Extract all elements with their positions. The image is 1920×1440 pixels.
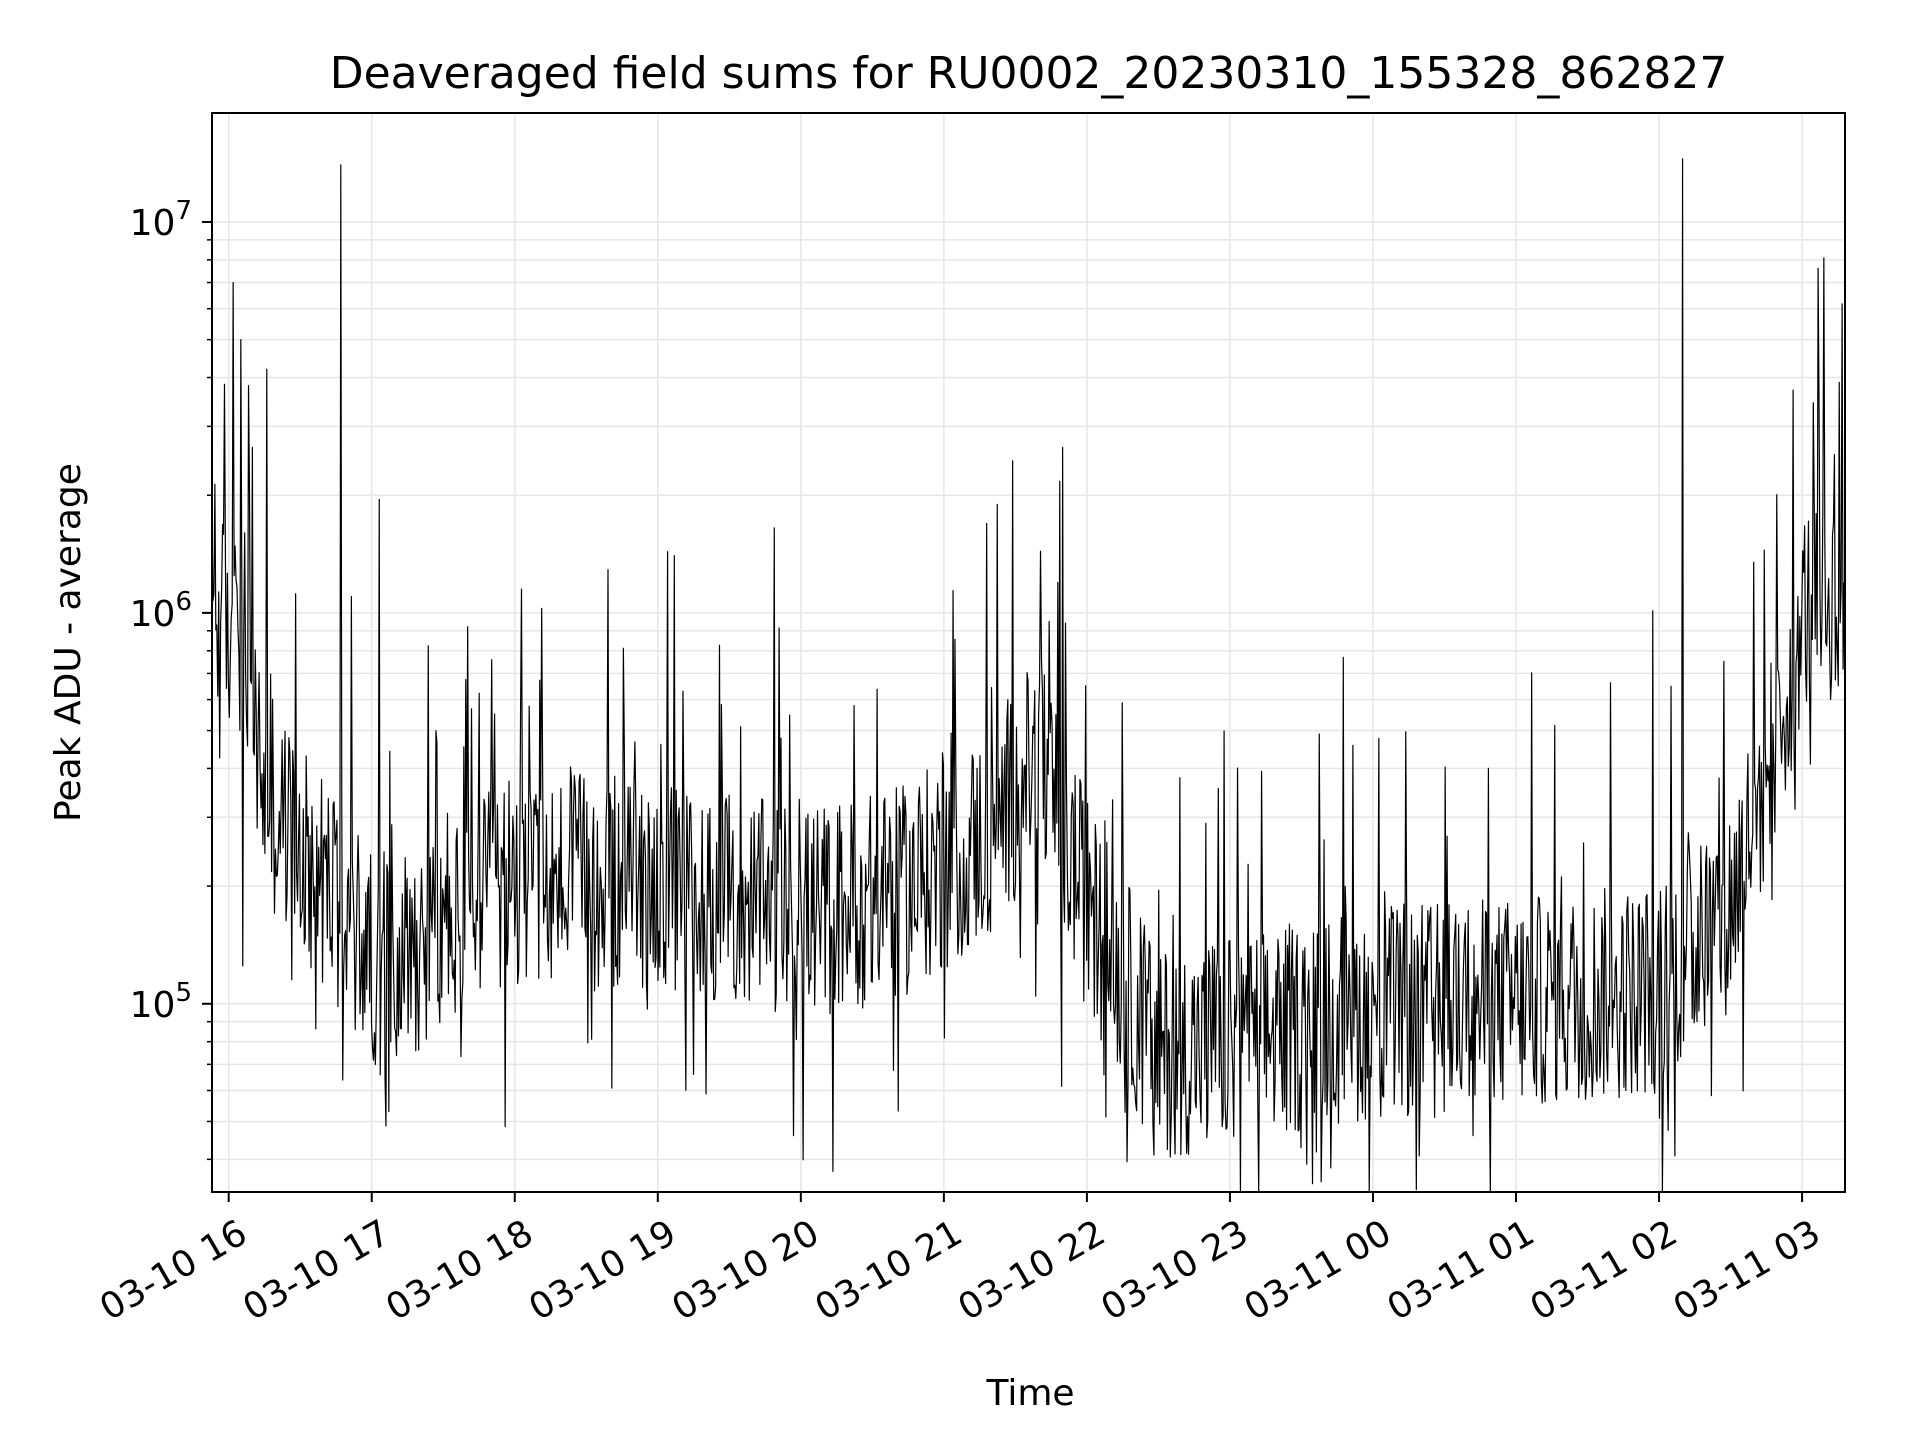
y-tick-label: 106: [130, 587, 192, 635]
y-axis: 105 106 107: [130, 196, 212, 1161]
axes-frame: [211, 112, 1846, 1193]
series-line: [211, 158, 1846, 1193]
y-tick-label: 107: [130, 196, 192, 244]
y-tick-label: 105: [130, 978, 192, 1026]
grid: [212, 113, 1845, 1192]
plot-area: [211, 158, 1846, 1193]
chart-title: Deaveraged field sums for RU0002_2023031…: [330, 48, 1728, 99]
y-axis-label: Peak ADU - average: [48, 463, 89, 822]
x-axis-label: Time: [985, 1373, 1074, 1414]
